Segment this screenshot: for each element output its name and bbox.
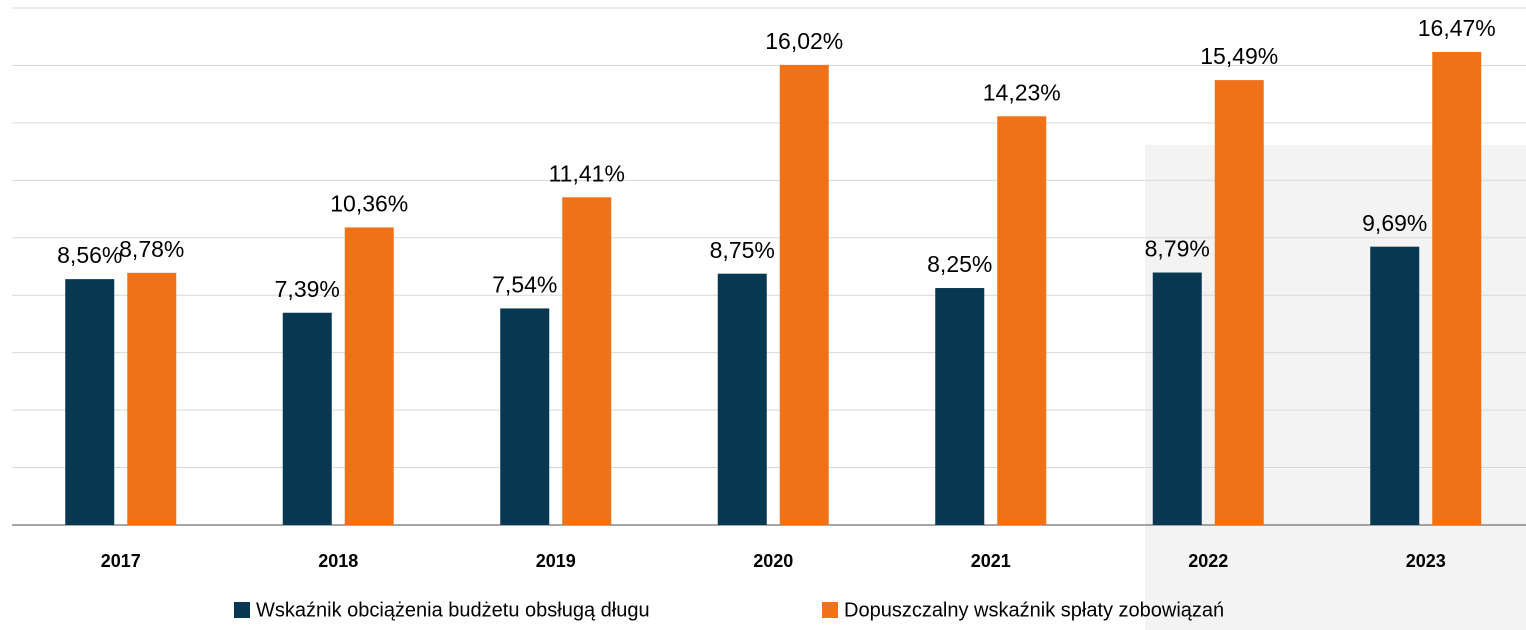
data-label: 16,47% (1418, 15, 1496, 41)
x-tick-label: 2021 (971, 551, 1011, 571)
bar (127, 272, 177, 525)
legend-swatch (234, 602, 250, 618)
legend-swatch (822, 602, 838, 618)
data-label: 7,54% (492, 272, 557, 298)
data-label: 8,78% (119, 236, 184, 262)
x-tick-label: 2018 (318, 551, 358, 571)
data-label: 8,79% (1145, 236, 1210, 262)
legend-label: Dopuszczalny wskaźnik spłaty zobowiązań (844, 599, 1224, 621)
bar (717, 273, 767, 525)
bar (1432, 51, 1482, 525)
bar (935, 288, 985, 525)
data-label: 10,36% (330, 191, 408, 217)
data-label: 11,41% (549, 160, 625, 186)
data-label: 16,02% (765, 28, 843, 54)
bar (1152, 272, 1202, 525)
x-tick-label: 2022 (1188, 551, 1228, 571)
data-label: 7,39% (275, 276, 340, 302)
bar (1214, 80, 1264, 526)
data-label: 8,25% (927, 251, 992, 277)
bar (500, 308, 550, 525)
data-label: 14,23% (983, 79, 1061, 105)
x-tick-label: 2020 (753, 551, 793, 571)
x-tick-label: 2017 (101, 551, 141, 571)
bar (65, 279, 115, 525)
x-tick-label: 2023 (1406, 551, 1446, 571)
bar (997, 116, 1047, 525)
x-tick-label: 2019 (536, 551, 576, 571)
legend-label: Wskaźnik obciążenia budżetu obsługą dług… (256, 599, 650, 621)
bar (562, 197, 612, 525)
data-label: 15,49% (1200, 43, 1278, 69)
data-label: 8,75% (710, 237, 775, 263)
bar (282, 312, 332, 525)
bar (1370, 246, 1420, 525)
bar (779, 64, 829, 526)
bar (344, 227, 394, 525)
data-label: 9,69% (1362, 210, 1427, 236)
data-label: 8,56% (57, 242, 122, 268)
